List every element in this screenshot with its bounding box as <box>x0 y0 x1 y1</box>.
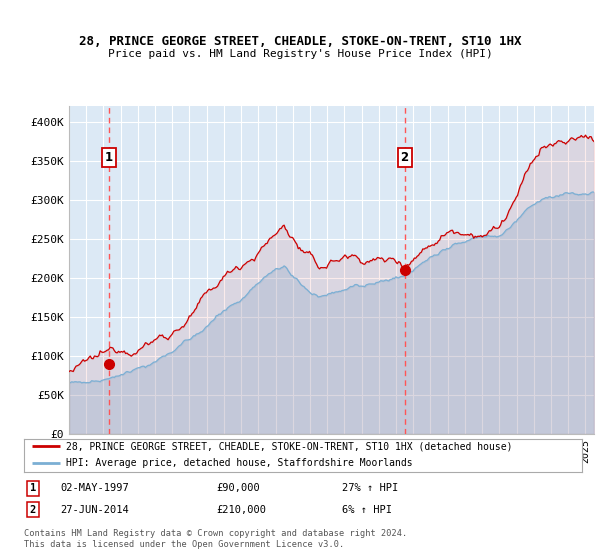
Text: Price paid vs. HM Land Registry's House Price Index (HPI): Price paid vs. HM Land Registry's House … <box>107 49 493 59</box>
Text: 1: 1 <box>105 151 113 164</box>
Text: 27-JUN-2014: 27-JUN-2014 <box>60 505 129 515</box>
Text: 2: 2 <box>401 151 409 164</box>
Text: 02-MAY-1997: 02-MAY-1997 <box>60 483 129 493</box>
Text: 1: 1 <box>30 483 36 493</box>
Text: 6% ↑ HPI: 6% ↑ HPI <box>342 505 392 515</box>
Text: £210,000: £210,000 <box>216 505 266 515</box>
Text: HPI: Average price, detached house, Staffordshire Moorlands: HPI: Average price, detached house, Staf… <box>66 459 412 468</box>
Text: 28, PRINCE GEORGE STREET, CHEADLE, STOKE-ON-TRENT, ST10 1HX: 28, PRINCE GEORGE STREET, CHEADLE, STOKE… <box>79 35 521 48</box>
Text: 2: 2 <box>30 505 36 515</box>
Text: 28, PRINCE GEORGE STREET, CHEADLE, STOKE-ON-TRENT, ST10 1HX (detached house): 28, PRINCE GEORGE STREET, CHEADLE, STOKE… <box>66 441 512 451</box>
Text: Contains HM Land Registry data © Crown copyright and database right 2024.
This d: Contains HM Land Registry data © Crown c… <box>24 529 407 549</box>
Text: 27% ↑ HPI: 27% ↑ HPI <box>342 483 398 493</box>
Text: £90,000: £90,000 <box>216 483 260 493</box>
